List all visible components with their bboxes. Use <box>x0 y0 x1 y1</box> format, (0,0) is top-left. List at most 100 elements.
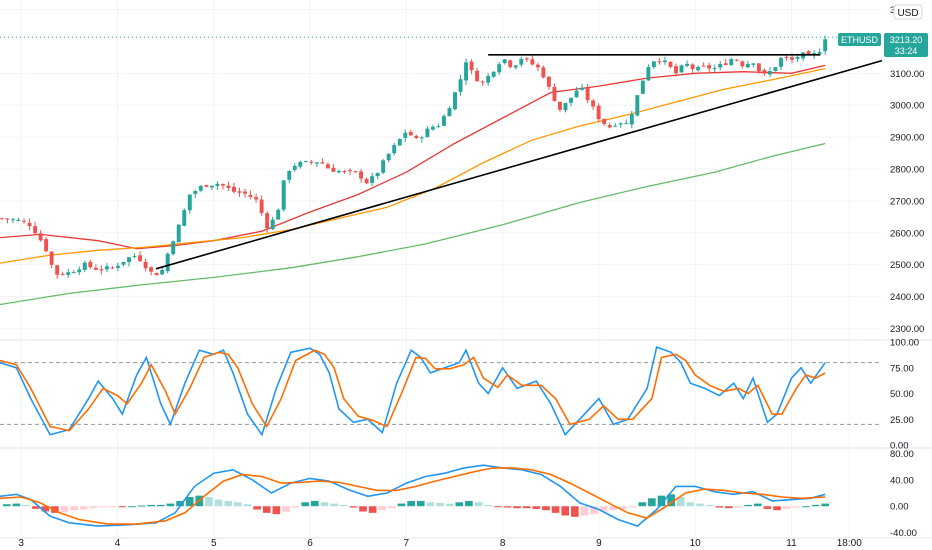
macd-histogram-bar <box>214 499 223 507</box>
macd-histogram-bar <box>156 504 165 507</box>
macd-histogram-bar <box>262 506 271 513</box>
macd-histogram-bar <box>561 506 570 516</box>
macd-histogram-bar <box>368 506 377 513</box>
candle-body <box>408 131 413 136</box>
candle-body <box>115 265 120 268</box>
macd-histogram-bar <box>551 506 560 513</box>
macd-histogram-bar <box>619 506 627 509</box>
macd-histogram-bar <box>773 506 781 511</box>
candle-body <box>370 176 375 183</box>
macd-histogram-bar <box>763 506 772 509</box>
macd-histogram-bar <box>503 506 512 508</box>
stoch-y-tick-label: 100.00 <box>890 338 919 349</box>
candle-body <box>740 61 745 67</box>
macd-histogram-bar <box>792 506 801 508</box>
candle-body <box>430 126 435 130</box>
candle-body <box>701 65 706 67</box>
macd-histogram-bar <box>648 498 656 507</box>
candle-body <box>193 191 198 194</box>
candle-body <box>646 67 651 81</box>
price-panel[interactable] <box>0 35 883 306</box>
candle-body <box>403 132 408 138</box>
macd-histogram-bar <box>436 502 444 507</box>
candle-body <box>535 64 540 68</box>
candle-body <box>143 261 148 269</box>
candle-body <box>662 60 667 63</box>
candle-body <box>795 57 800 59</box>
candle-body <box>629 114 634 125</box>
stochastic-panel[interactable] <box>0 346 882 437</box>
macd-histogram-bar <box>465 500 473 507</box>
candle-body <box>325 164 330 169</box>
currency-badge-box <box>893 4 923 20</box>
macd-histogram-bar <box>522 506 531 509</box>
candle-body <box>469 61 474 71</box>
candle-body <box>685 63 690 66</box>
candle-body <box>508 60 513 68</box>
y-tick-label: 2400.00 <box>890 292 924 303</box>
candle-body <box>574 90 579 98</box>
macd-histogram-bar <box>725 506 733 509</box>
candle-body <box>497 64 502 73</box>
macd-panel[interactable] <box>0 464 830 528</box>
macd-histogram-bar <box>416 500 425 507</box>
candle-body <box>375 173 380 177</box>
macd-histogram-bar <box>137 505 146 507</box>
currency-badge[interactable]: USD <box>893 4 923 20</box>
macd-histogram-bar <box>811 504 820 507</box>
macd-histogram-bar <box>243 504 252 507</box>
macd-y-tick-label: 80.00 <box>890 449 914 460</box>
candle-body <box>248 194 253 197</box>
candle-body <box>381 160 386 173</box>
stoch-k-line <box>0 346 826 437</box>
y-tick-label: 3100.00 <box>890 69 924 80</box>
macd-histogram-bar <box>99 506 107 508</box>
macd-y-tick-label: 40.00 <box>890 475 914 486</box>
candle-body <box>16 219 21 221</box>
candle-body <box>60 273 65 275</box>
candle-body <box>585 88 590 101</box>
candle-body <box>171 241 176 255</box>
candle-body <box>745 63 750 68</box>
y-tick-label: 2900.00 <box>890 133 924 144</box>
candle-body <box>453 92 457 110</box>
candle-body <box>712 68 717 70</box>
macd-histogram-bar <box>753 503 762 507</box>
candle-body <box>635 95 640 116</box>
candle-body <box>110 267 115 269</box>
candle-body <box>767 70 772 75</box>
x-tick-label: 9 <box>596 538 602 549</box>
candle-body <box>11 219 15 221</box>
macd-histogram-bar <box>282 506 290 512</box>
candle-body <box>55 265 60 275</box>
candle-body <box>668 61 673 67</box>
candle-body <box>77 269 82 273</box>
macd-histogram-bar <box>676 496 685 507</box>
candle-body <box>718 63 723 68</box>
symbol-tag-label: ETHUSD <box>841 35 879 45</box>
macd-histogram-bar <box>234 502 242 507</box>
x-tick-label: 7 <box>404 538 410 549</box>
macd-histogram-bar <box>599 506 608 512</box>
candle-body <box>558 101 562 110</box>
candle-body <box>237 191 242 193</box>
candle-body <box>751 63 756 65</box>
candle-body <box>806 51 811 55</box>
candle-body <box>364 178 369 184</box>
candle-body <box>817 52 822 54</box>
candle-body <box>104 266 109 270</box>
candle-body <box>348 169 352 171</box>
x-tick-label: 4 <box>115 538 121 549</box>
candle-body <box>441 116 446 126</box>
candle-body <box>784 56 789 58</box>
candle-body <box>320 162 325 164</box>
candle-body <box>486 76 491 83</box>
candle-body <box>132 256 137 258</box>
macd-histogram-bar <box>532 506 541 509</box>
candle-body <box>530 59 535 65</box>
candle-body <box>337 170 341 173</box>
price-tag-countdown: 33:24 <box>895 46 918 56</box>
candle-body <box>99 269 104 271</box>
macd-histogram-bar <box>31 506 40 509</box>
